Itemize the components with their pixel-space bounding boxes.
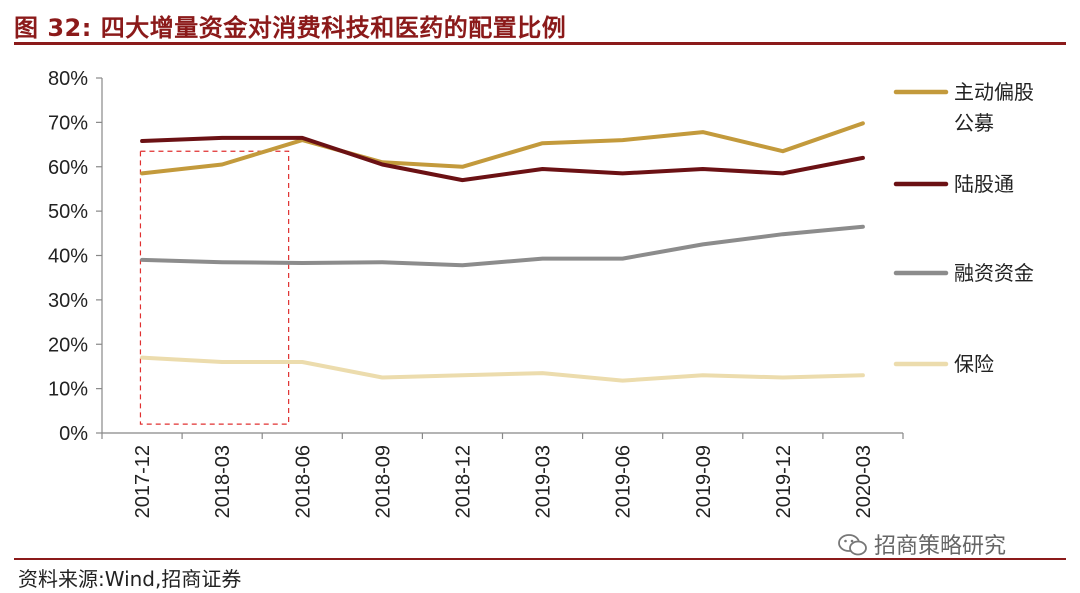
wechat-icon [838,534,867,556]
legend-label: 融资资金 [954,261,1034,285]
x-tick-label: 2019-09 [693,445,715,518]
title-bar: 图 32: 四大增量资金对消费科技和医药的配置比例 [14,4,1066,42]
watermark-text: 招商策略研究 [874,534,1007,559]
legend-label: 陆股通 [954,172,1014,196]
figure-title: 图 32: 四大增量资金对消费科技和医药的配置比例 [14,8,566,43]
y-tick-label: 10% [48,379,88,401]
figure-label: 图 32: [14,14,92,42]
source-note: 资料来源:Wind,招商证券 [18,567,242,591]
x-tick-label: 2018-09 [372,445,394,518]
watermark: 招商策略研究 [838,528,1006,560]
series-line-1 [140,135,865,183]
y-tick-label: 60% [48,157,88,179]
x-tick-label: 2020-03 [853,445,875,518]
legend-label: 保险 [954,352,994,376]
legend-label: 公募 [954,111,994,135]
y-tick-label: 20% [48,334,88,356]
legend-label: 主动偏股 [954,80,1034,104]
x-tick-label: 2017-12 [132,445,154,518]
series-line-3 [140,355,865,383]
figure-title-text: 四大增量资金对消费科技和医药的配置比例 [100,14,567,42]
x-tick-label: 2019-06 [613,445,635,518]
x-tick-label: 2019-12 [773,445,795,518]
y-tick-label: 0% [59,423,88,445]
x-tick-label: 2018-03 [212,445,234,518]
line-chart: 0% 10% 20% 30% 40% 50% 60% 70% 80% 2017-12 2018-03… [48,68,1034,518]
x-tick-label: 2018-06 [292,445,314,518]
highlight-box [139,150,290,425]
x-tick-label: 2018-12 [452,445,474,518]
y-tick-label: 30% [48,290,88,312]
y-tick-label: 70% [48,112,88,134]
series-line-0 [140,121,865,176]
footer-divider [14,558,1066,560]
y-tick-label: 40% [48,246,88,268]
y-tick-label: 50% [48,201,88,223]
y-tick-label: 80% [48,68,88,90]
title-divider [14,42,1066,45]
series-line-2 [140,224,865,268]
x-tick-label: 2019-03 [533,445,555,518]
